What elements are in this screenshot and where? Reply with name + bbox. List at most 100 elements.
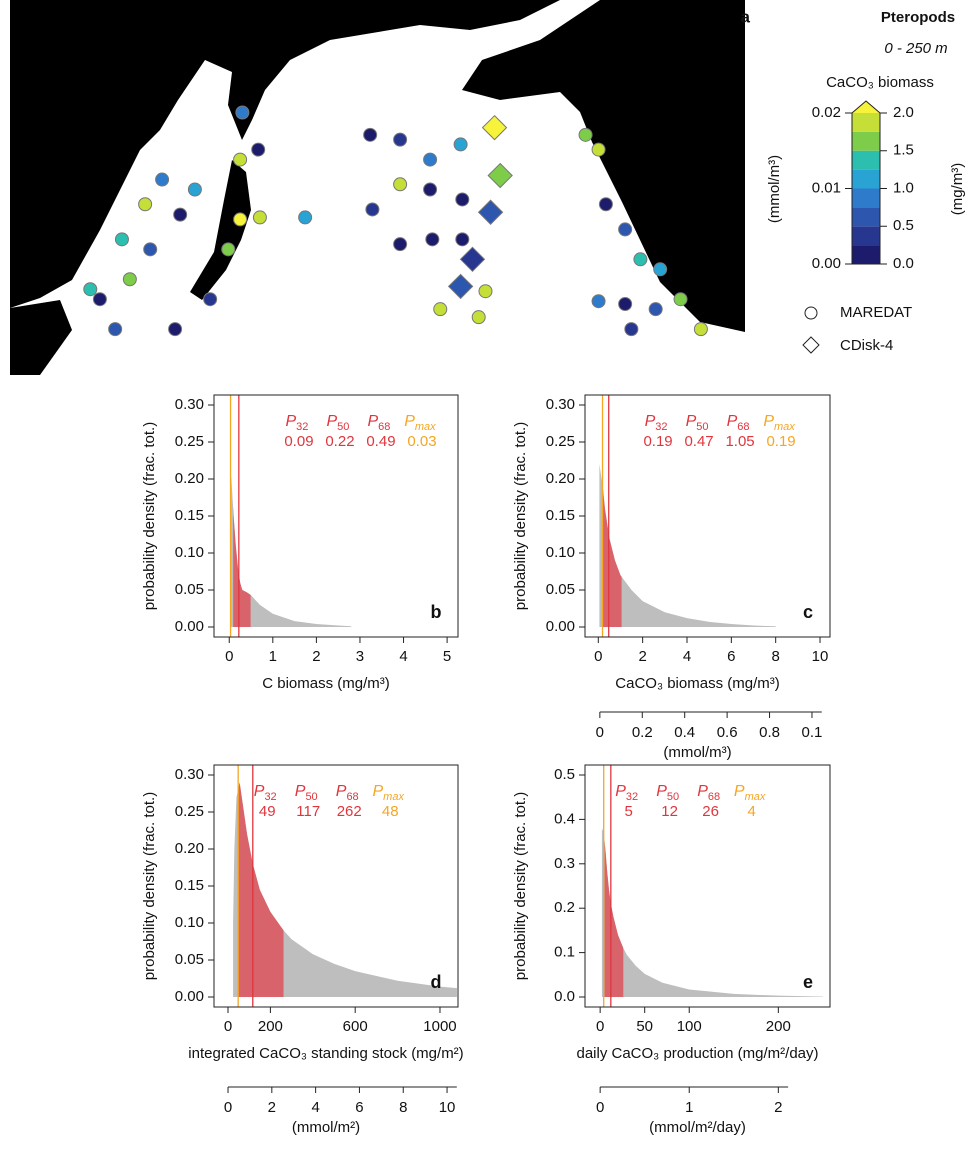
percentile-subscript: 68 [378,421,390,433]
y-tick-label: 0.20 [546,470,575,487]
map-point [423,152,438,167]
colorbar-tick-label: 0.02 [812,104,841,121]
y-tick-label: 0.25 [175,433,204,450]
percentile-value: 5 [624,803,632,820]
y-tick-label: 0.15 [175,507,204,524]
map-point [591,142,606,157]
y-tick-label: 0.05 [175,951,204,968]
map-point [233,212,248,227]
colorbar-segment [852,169,880,189]
map-point [578,127,593,142]
map-point [478,284,493,299]
x-tick-label: 0 [594,648,602,665]
percentile-value: 117 [296,803,320,820]
percentile-value: 0.03 [407,433,436,450]
percentile-value: 49 [259,803,276,820]
y-axis-label: probability density (frac. tot.) [512,792,529,980]
y-tick-label: 0.30 [546,396,575,413]
map-point [433,302,448,317]
map-point [143,242,158,257]
x-tick-label: 2 [638,648,646,665]
x-tick-label: 4 [683,648,691,665]
map-point [453,137,468,152]
percentile-symbol-p: P [336,783,347,800]
map-point [471,310,486,325]
colorbar-segment [852,226,880,246]
colorbar-segment [852,188,880,208]
x2-tick-label: 0.6 [717,724,738,741]
map-point [425,232,440,247]
map-point [598,197,613,212]
map-point [168,322,183,337]
percentile-symbol: P32 [615,783,638,803]
percentile-symbol-p: P [326,413,337,430]
percentile-symbol: P68 [336,783,359,803]
percentile-value: 0.49 [366,433,395,450]
x-tick-label: 4 [399,648,407,665]
y-tick-label: 0.2 [554,899,575,916]
percentile-symbol-p: P [645,413,656,430]
map-point [187,182,202,197]
land [190,160,251,300]
map-point [633,252,648,267]
percentile-symbol: P32 [645,413,668,433]
x2-tick-label: 2 [268,1099,276,1116]
y-tick-label: 0.10 [175,544,204,561]
y-tick-label: 0.30 [175,766,204,783]
x-tick-label: 200 [258,1018,283,1035]
map-point [122,272,137,287]
percentile-subscript: 32 [264,791,276,803]
percentile-subscript: 50 [337,421,349,433]
density-area [233,782,457,998]
map-title: Pteropods [881,9,955,26]
x-axis-label: integrated CaCO₃ standing stock (mg/m²) [188,1045,463,1062]
x-axis-label: CaCO₃ biomass (mg/m³) [615,675,779,692]
density-highlight [238,782,284,998]
x-tick-label: 1 [269,648,277,665]
x-tick-label: 3 [356,648,364,665]
y-tick-label: 0.1 [554,944,575,961]
percentile-symbol-p: P [373,783,384,800]
map-point [673,292,688,307]
x-tick-label: 600 [343,1018,368,1035]
x-tick-label: 2 [312,648,320,665]
colorbar-tick-label: 0.00 [812,255,841,272]
percentile-subscript: max [774,421,795,433]
map-point [459,246,486,273]
map-point [363,127,378,142]
colorbar-tick-label: 1.0 [893,179,914,196]
percentile-value: 0.19 [766,433,795,450]
y-tick-label: 0.20 [175,470,204,487]
y-tick-label: 0.0 [554,988,575,1005]
percentile-subscript: 50 [667,791,679,803]
y-tick-label: 0.15 [546,507,575,524]
panel-letter: b [431,602,442,622]
x2-tick-label: 0.2 [632,724,653,741]
y-tick-label: 0.5 [554,766,575,783]
x2-tick-label: 8 [399,1099,407,1116]
colorbar-tick-label: 1.5 [893,142,914,159]
x2-axis-label: (mmol/m³) [663,744,731,761]
legend-label: MAREDAT [840,304,912,321]
panel-letter: c [803,602,813,622]
x2-tick-label: 0.4 [674,724,695,741]
percentile-subscript: 32 [626,791,638,803]
percentile-value: 0.09 [284,433,313,450]
colorbar-left-label: (mmol/m³) [766,155,783,223]
map-point [487,162,513,189]
y-tick-label: 0.05 [546,581,575,598]
percentile-subscript: 68 [346,791,358,803]
map-point [624,322,639,337]
map-point [481,114,508,141]
legend-circle [804,306,818,320]
x-tick-label: 0 [596,1018,604,1035]
y-tick-label: 0.00 [175,618,204,635]
x2-tick-label: 0 [224,1099,232,1116]
panel-letter: e [803,972,813,992]
x2-tick-label: 0 [596,724,604,741]
x2-tick-label: 1 [685,1099,693,1116]
density-highlight [602,484,622,628]
percentile-symbol: P50 [656,783,679,803]
percentile-value: 48 [382,803,399,820]
